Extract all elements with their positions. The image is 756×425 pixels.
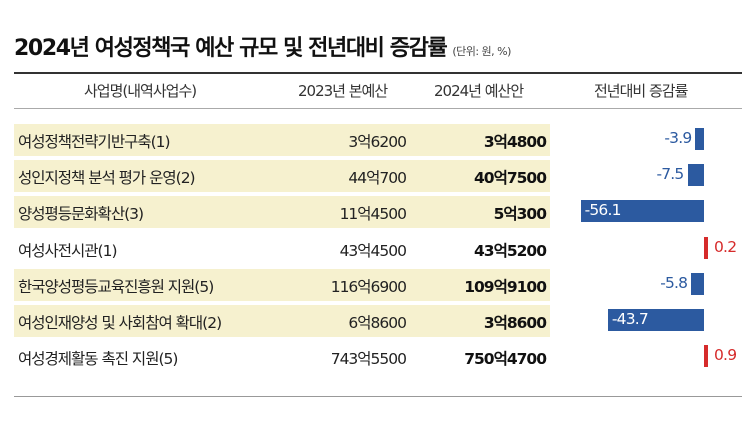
change-bar [704,345,708,368]
row-highlight [14,160,550,193]
table-row: 여성인재양성 및 사회참여 확대(2) 6억8600 3억8600 -43.7 [14,305,742,341]
row-highlight [14,268,550,301]
bottom-rule [14,396,742,397]
row-2024-budget: 3억8600 [483,314,547,332]
header-name: 사업명(내역사업수) [84,82,197,100]
row-name: 여성정책전략기반구축(1) [18,133,171,151]
row-name: 성인지정책 분석 평가 운영(2) [18,169,196,188]
row-2023-budget: 44억700 [348,169,407,188]
change-value: -3.9 [664,129,692,147]
page-title: 2024년 여성정책국 예산 규모 및 전년대비 증감률 [14,36,448,61]
title-row: 2024년 여성정책국 예산 규모 및 전년대비 증감률 (단위: 원, %) [14,30,511,64]
row-2024-budget: 750억4700 [464,350,547,369]
table-row: 여성정책전략기반구축(1) 3억6200 3억4800 -3.9 [14,124,742,160]
row-name: 여성경제활동 촉진 지원(5) [18,350,178,369]
change-bar [695,128,704,150]
row-highlight [14,124,550,156]
top-rule [14,72,742,74]
row-2023-budget: 6억8600 [348,314,407,332]
row-2024-budget: 40억7500 [474,169,547,188]
row-name: 여성사전시관(1) [18,241,118,260]
row-name: 한국양성평등교육진흥원 지원(5) [18,277,214,296]
change-value: 0.2 [714,237,737,256]
row-highlight [14,305,550,337]
header-change: 전년대비 증감률 [594,82,688,100]
table-header: 사업명(내역사업수) 2023년 본예산 2024년 예산안 전년대비 증감률 [14,72,742,108]
row-2024-budget: 109억9100 [464,277,547,296]
row-2024-budget: 3억4800 [483,133,547,151]
change-value: -5.8 [660,273,688,292]
table-row: 여성경제활동 촉진 지원(5) 743억5500 750억4700 0.9 [14,341,742,377]
row-2024-budget: 43억5200 [474,241,547,260]
header-rule [14,108,742,109]
change-bar [580,200,704,223]
header-2023: 2023년 본예산 [298,82,388,100]
table-row: 한국양성평등교육진흥원 지원(5) 116억6900 109억9100 -5.8 [14,268,742,305]
change-bar [691,272,704,295]
row-highlight [14,196,550,229]
row-2023-budget: 43억4500 [339,241,407,260]
row-name: 여성인재양성 및 사회참여 확대(2) [18,314,222,332]
row-2024-budget: 5억300 [493,205,547,224]
change-value: -43.7 [611,310,649,328]
table-row: 여성사전시관(1) 43억4500 43억5200 0.2 [14,233,742,269]
row-2023-budget: 743억5500 [330,350,407,369]
table-row: 양성평등문화확산(3) 11억4500 5억300 -56.1 [14,196,742,232]
row-2023-budget: 11억4500 [339,205,407,224]
row-2023-budget: 116억6900 [330,277,407,296]
header-2024: 2024년 예산안 [434,82,524,100]
row-name: 양성평등문화확산(3) [18,205,144,224]
table-row: 성인지정책 분석 평가 운영(2) 44억700 40억7500 -7.5 [14,160,742,196]
change-value: -56.1 [584,201,622,220]
unit-note: (단위: 원, %) [452,45,511,58]
change-bar [704,236,708,259]
change-bar [687,164,704,187]
row-2023-budget: 3억6200 [348,133,407,151]
change-value: -7.5 [656,165,684,184]
change-value: 0.9 [714,346,737,365]
change-bar [607,309,704,331]
